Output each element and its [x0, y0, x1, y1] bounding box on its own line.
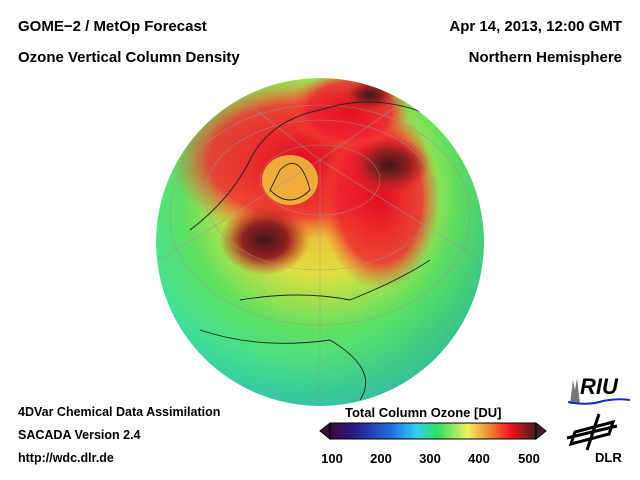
footer-line-1: 4DVar Chemical Data Assimilation: [18, 405, 221, 419]
dlr-text: DLR: [595, 450, 622, 465]
footer-url[interactable]: http://wdc.dlr.de: [18, 451, 114, 465]
colorbar-gradient: [329, 422, 537, 440]
colorbar: [319, 421, 547, 441]
colorbar-title: Total Column Ozone [DU]: [345, 405, 502, 420]
footer-line-2: SACADA Version 2.4: [18, 428, 141, 442]
title-date: Apr 14, 2013, 12:00 GMT: [449, 18, 622, 35]
colorbar-tick: 400: [468, 451, 490, 466]
riu-text: RIU: [580, 374, 618, 399]
colorbar-tick: 300: [419, 451, 441, 466]
title-left-2: Ozone Vertical Column Density: [18, 49, 240, 66]
colorbar-tick: 100: [321, 451, 343, 466]
colorbar-max-arrow: [535, 421, 547, 441]
colorbar-min-arrow: [319, 421, 331, 441]
colorbar-tick: 200: [370, 451, 392, 466]
colorbar-tick: 500: [518, 451, 540, 466]
title-left-1: GOME−2 / MetOp Forecast: [18, 18, 207, 35]
riu-logo: RIU: [568, 374, 630, 405]
dlr-logo: DLR: [565, 412, 625, 467]
title-region: Northern Hemisphere: [468, 49, 622, 66]
